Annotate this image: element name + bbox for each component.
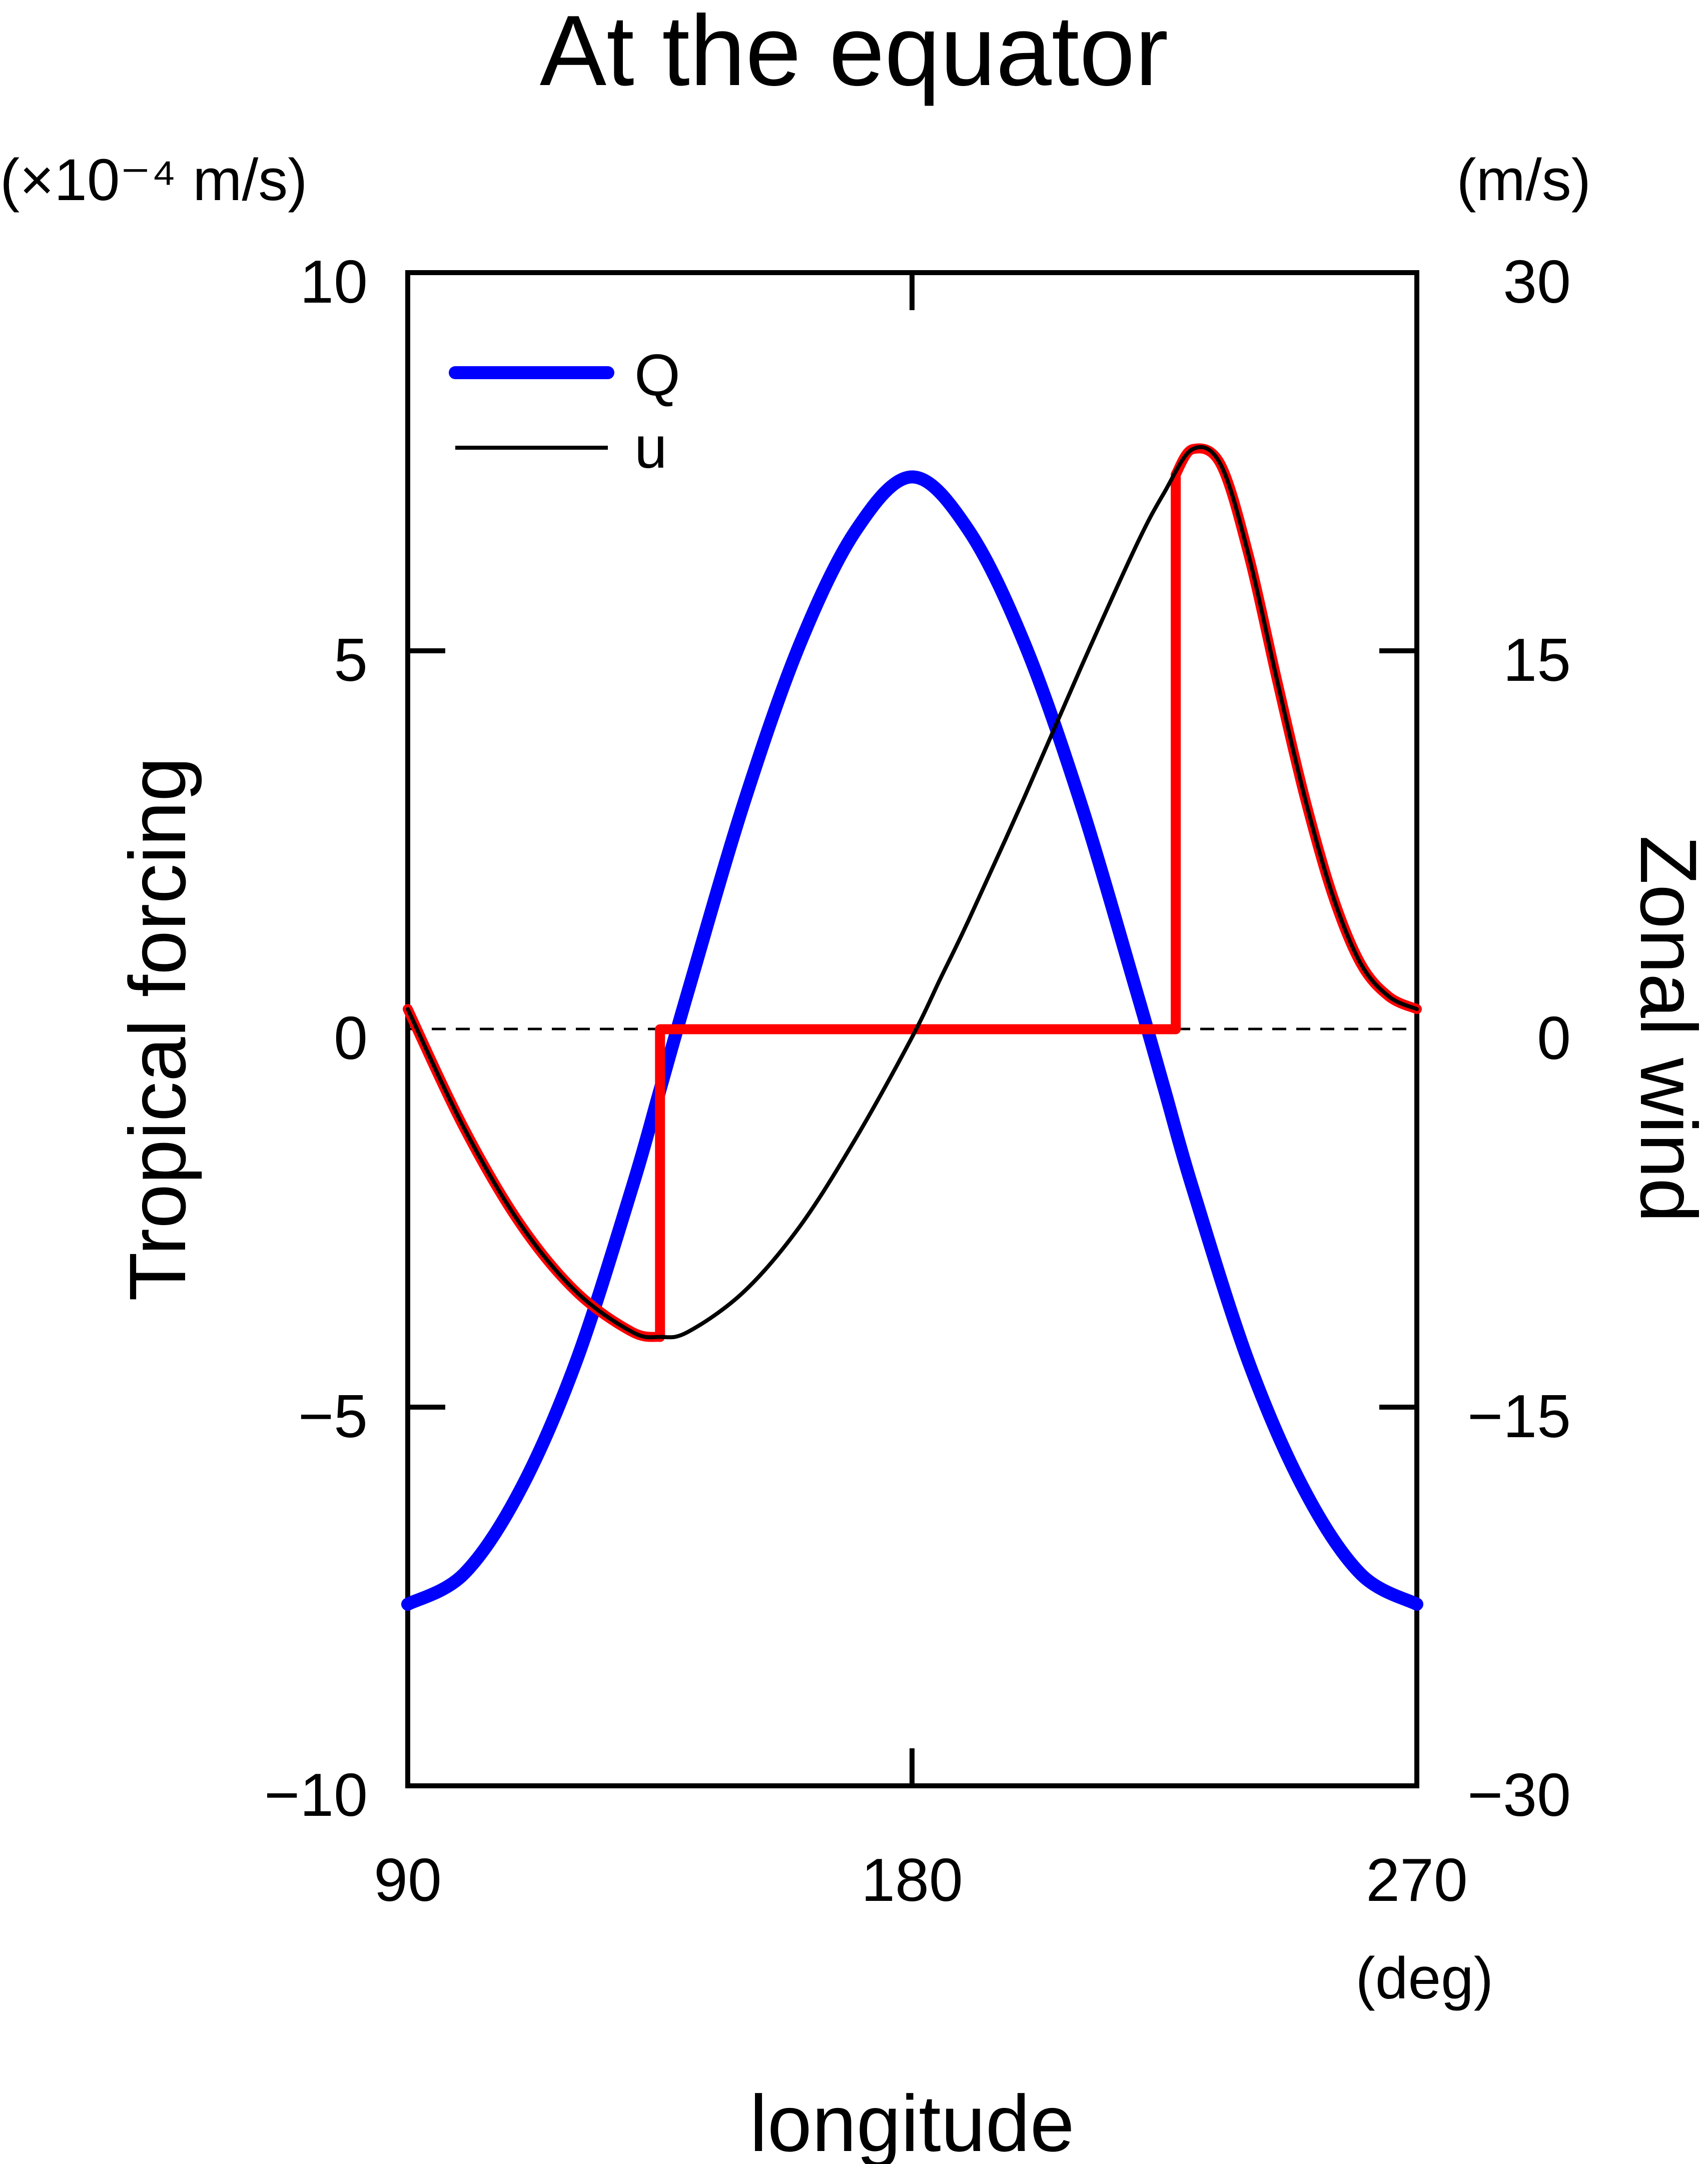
plot-area bbox=[401, 270, 1423, 1788]
x-tick-label: 180 bbox=[861, 1846, 963, 1914]
q-forcing-line bbox=[401, 470, 1423, 1611]
piecewise-red-line bbox=[403, 443, 1422, 1342]
legend: Q u bbox=[449, 342, 680, 481]
zonal-wind-u-line bbox=[406, 445, 1419, 1340]
y-axis-label-left: Tropical forcing bbox=[113, 757, 202, 1301]
x-tick-label: 90 bbox=[374, 1846, 442, 1914]
y-tick-label-right: 0 bbox=[1537, 1004, 1571, 1072]
chart-title: At the equator bbox=[540, 0, 1168, 107]
y-tick-label-right: −30 bbox=[1467, 1761, 1571, 1829]
y-tick-label-left: 10 bbox=[300, 248, 368, 316]
left-axis-unit: (×10⁻⁴ m/s) bbox=[0, 147, 308, 213]
y-tick-label-left: 0 bbox=[334, 1004, 368, 1072]
y-tick-label-left: −5 bbox=[298, 1382, 368, 1450]
x-tick-label: 270 bbox=[1366, 1846, 1468, 1914]
y-tick-label-right: −15 bbox=[1467, 1382, 1571, 1450]
y-tick-label-right: 15 bbox=[1503, 626, 1571, 694]
right-axis-unit: (m/s) bbox=[1456, 147, 1591, 213]
y-tick-label-right: 30 bbox=[1503, 248, 1571, 316]
legend-label-q: Q bbox=[634, 342, 680, 408]
y-tick-label-left: −10 bbox=[264, 1761, 368, 1829]
y-axis-label-right: Zonal wind bbox=[1624, 835, 1708, 1223]
y-tick-label-left: 5 bbox=[334, 626, 368, 694]
legend-label-u: u bbox=[634, 415, 667, 481]
x-axis-unit: (deg) bbox=[1356, 1945, 1493, 2011]
x-axis-label: longitude bbox=[749, 2078, 1074, 2164]
